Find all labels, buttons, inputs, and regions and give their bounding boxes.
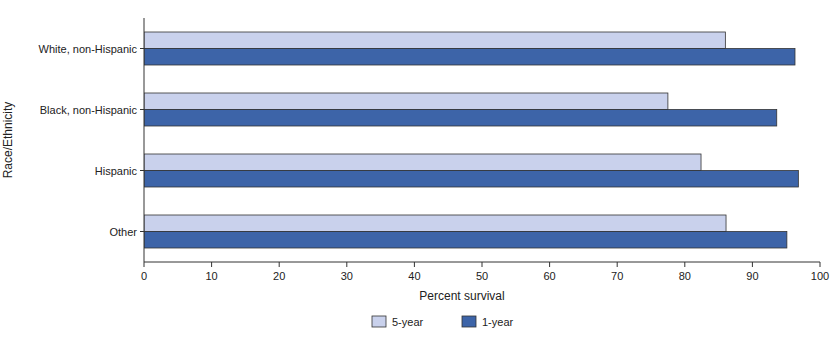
bar: [144, 49, 795, 66]
legend-label: 1-year: [482, 316, 514, 328]
y-tick-label: Hispanic: [95, 165, 138, 177]
bar: [144, 232, 787, 249]
bar: [144, 110, 777, 127]
x-tick: [820, 262, 821, 267]
bar: [144, 93, 668, 110]
x-tick: [482, 262, 483, 267]
y-tick-label: Other: [109, 226, 137, 238]
bars: [144, 32, 798, 248]
x-tick-label: 20: [273, 270, 285, 282]
x-tick: [346, 262, 347, 267]
legend-swatch: [372, 316, 386, 327]
x-tick: [211, 262, 212, 267]
x-tick-label: 70: [611, 270, 623, 282]
legend-label: 5-year: [392, 316, 424, 328]
bar: [144, 32, 725, 49]
x-tick-label: 100: [811, 270, 829, 282]
x-tick-label: 80: [679, 270, 691, 282]
chart-svg: 0 10 20 30 40 50 60 70 80 90 100 White, non-Hispani…: [0, 0, 838, 340]
x-tick: [414, 262, 415, 267]
y-axis-line: [144, 18, 145, 262]
legend: 5-year 1-year: [372, 316, 514, 328]
bar: [144, 215, 726, 232]
x-axis-title: Percent survival: [419, 289, 504, 303]
x-tick-label: 30: [341, 270, 353, 282]
chart-container: 0 10 20 30 40 50 60 70 80 90 100 White, non-Hispani…: [0, 0, 838, 340]
y-tick: [140, 48, 144, 49]
x-tick-label: 40: [408, 270, 420, 282]
x-tick-label: 10: [205, 270, 217, 282]
x-tick-label: 60: [543, 270, 555, 282]
x-tick: [144, 262, 145, 267]
bar: [144, 154, 701, 171]
x-tick-label: 90: [746, 270, 758, 282]
x-tick: [684, 262, 685, 267]
y-tick: [140, 170, 144, 171]
x-tick: [752, 262, 753, 267]
legend-swatch: [462, 316, 476, 327]
x-tick: [279, 262, 280, 267]
y-tick: [140, 109, 144, 110]
y-tick-label: Black, non-Hispanic: [40, 104, 138, 116]
x-tick-label: 50: [476, 270, 488, 282]
y-tick-label: White, non-Hispanic: [39, 43, 138, 55]
x-tick-label: 0: [141, 270, 147, 282]
x-tick: [617, 262, 618, 267]
bar: [144, 171, 798, 188]
y-axis-title: Race/Ethnicity: [1, 102, 15, 179]
y-tick: [140, 231, 144, 232]
x-tick: [549, 262, 550, 267]
